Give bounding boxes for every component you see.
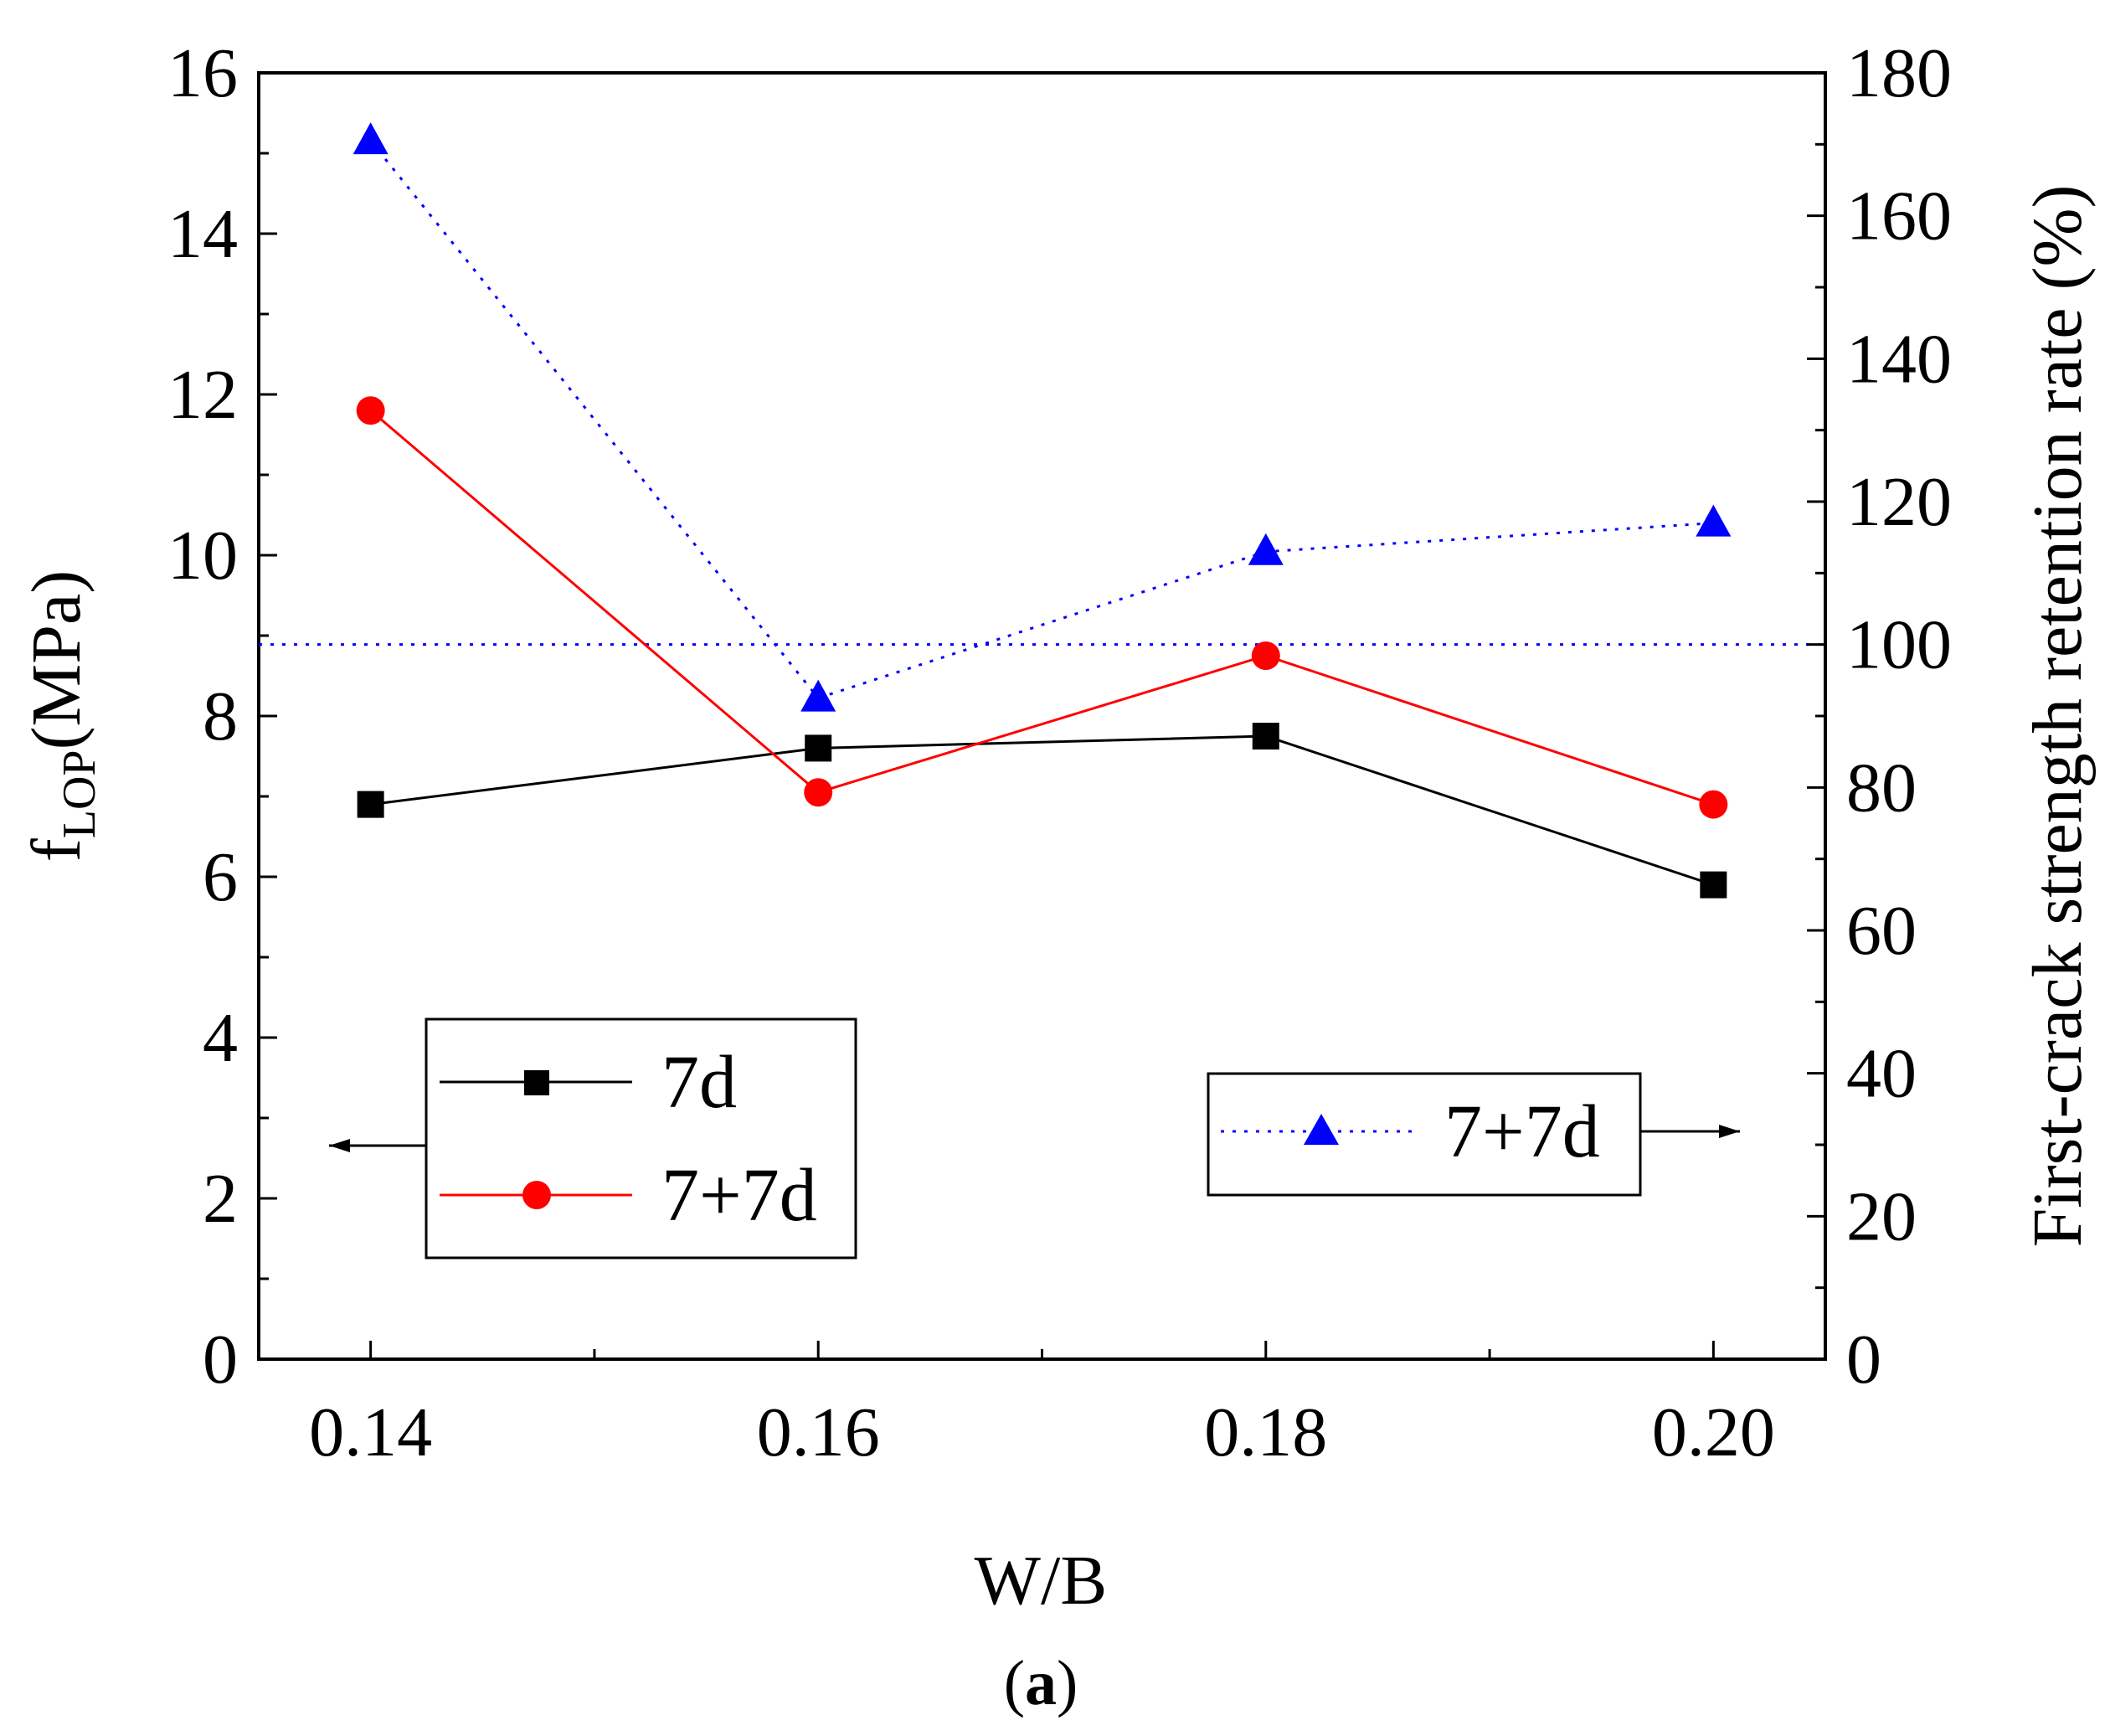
series-0-point [1252,723,1279,750]
x-tick-label: 0.20 [1652,1393,1775,1471]
x-axis-title: W/B [975,1542,1108,1620]
y-axis-left-title-main: f [18,838,95,862]
right-tick-label: 60 [1846,892,1917,970]
right-tick-label: 140 [1846,320,1952,398]
legend-left-pointer-arrow [329,1139,350,1152]
left-tick-label: 10 [167,517,238,595]
caption-close: ) [1057,1648,1078,1718]
right-tick-label: 180 [1846,34,1952,112]
x-tick-label: 0.14 [309,1393,432,1471]
left-tick-label: 4 [203,999,238,1077]
series-0-group [357,723,1727,899]
series-2-point [353,122,389,155]
left-tick-label: 16 [167,34,238,112]
y-axis-left-title: fLOP(MPa) [18,570,106,862]
legend-7plus7d-blue-label: 7+7d [1444,1090,1600,1173]
right-tick-label: 100 [1846,606,1952,684]
series-2-point [800,679,836,712]
series-0-point [1700,871,1727,899]
series-0-point [805,734,832,762]
caption-open: ( [1004,1648,1025,1718]
legend-7d-label: 7d [661,1041,737,1124]
legend-right-pointer-arrow [1719,1125,1740,1138]
legend-left-box [425,1017,857,1260]
series-1-point [356,396,385,425]
series-2-line [369,140,1714,700]
right-tick-label: 120 [1846,463,1952,541]
right-tick-label: 40 [1846,1035,1917,1113]
legend-right: 7+7d [1207,1072,1740,1197]
series-1-point [804,778,833,807]
legend-7plus7d-blue-marker [1304,1114,1339,1145]
series-1-point [1699,790,1728,819]
y-axis-left-title-unit: (MPa) [18,570,95,750]
legend-7plus7d-red-marker [522,1181,551,1209]
x-tick-label: 0.16 [757,1393,880,1471]
left-tick-label: 2 [203,1160,238,1238]
y-axis-right-title: First-crack strength retention rate (%) [2019,185,2097,1248]
y-axis-left-title-sub: LOP [54,750,106,838]
x-tick-label: 0.18 [1204,1393,1327,1471]
left-tick-label: 14 [167,195,238,273]
legend-right-box [1207,1072,1642,1197]
legend-7d-marker [524,1070,549,1095]
series-0-line [370,734,1714,887]
series-0-point [357,791,384,818]
series-1-group [356,396,1728,819]
series-1-line [369,410,1714,806]
series-2-group [353,122,1732,712]
legend-7plus7d-red-label: 7+7d [661,1154,817,1237]
right-tick-label: 160 [1846,178,1952,255]
legend-left: 7d 7+7d [329,1017,857,1260]
series-2-point [1248,533,1284,565]
left-tick-label: 6 [203,838,238,916]
left-tick-label: 12 [167,356,238,434]
right-tick-label: 80 [1846,749,1917,827]
right-tick-label: 20 [1846,1177,1917,1255]
series-2-point [1696,504,1732,537]
caption-letter: a [1025,1648,1057,1718]
figure-caption: (a) [1004,1648,1078,1718]
left-tick-label: 0 [203,1321,238,1399]
right-tick-label: 0 [1846,1321,1881,1399]
left-tick-label: 8 [203,677,238,755]
series-1-point [1251,641,1280,670]
